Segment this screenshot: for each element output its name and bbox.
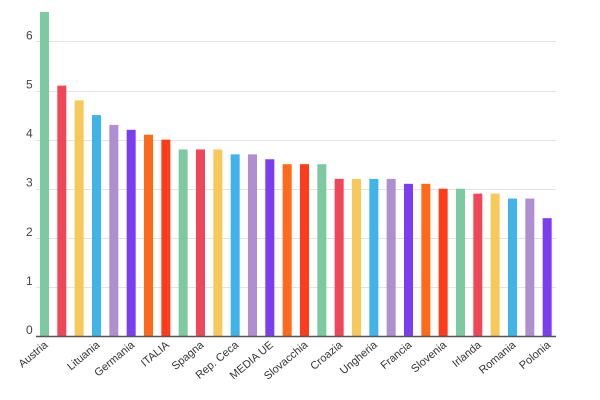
- bar-28: [525, 198, 535, 336]
- bar-5: [126, 129, 136, 336]
- y-tick-labels: 0 1 2 3 4 5 6: [26, 28, 33, 337]
- bar-8: [178, 149, 188, 336]
- bar-19: [369, 178, 379, 336]
- bar-21: [404, 183, 413, 336]
- bar-9: [196, 149, 205, 336]
- bar-4: [109, 124, 119, 336]
- bar-16: [317, 164, 327, 336]
- bar-25: [473, 193, 483, 336]
- bar-17: [334, 178, 344, 336]
- bar-10: [213, 149, 223, 336]
- bar-27: [508, 198, 517, 336]
- y-tick-label: 3: [26, 176, 33, 190]
- y-tick-label: 0: [26, 323, 33, 337]
- y-tick-label: 6: [26, 28, 33, 42]
- y-tick-label: 4: [26, 127, 33, 141]
- bar-2: [74, 100, 84, 336]
- x-tick-label: ITALIA: [139, 339, 172, 370]
- bar-22: [421, 183, 431, 336]
- bar-12: [248, 154, 257, 336]
- bar-14: [282, 164, 292, 336]
- x-tick-label: Austria: [16, 339, 51, 371]
- x-tick-label: Romania: [477, 339, 519, 377]
- y-tick-label: 1: [26, 274, 33, 288]
- bar-0: [40, 12, 49, 336]
- bar-23: [438, 188, 448, 336]
- bar-6: [144, 134, 153, 336]
- bar-11: [230, 154, 240, 336]
- y-tick-label: 5: [26, 78, 33, 92]
- bar-1: [57, 85, 67, 337]
- bar-15: [300, 164, 309, 336]
- bar-7: [161, 139, 171, 336]
- x-tick-label: Slovenia: [409, 339, 450, 376]
- gridlines: [36, 41, 556, 288]
- bar-26: [490, 193, 500, 336]
- bar-3: [92, 115, 101, 336]
- y-tick-label: 2: [26, 225, 33, 239]
- bar-24: [456, 188, 465, 336]
- bar-18: [352, 178, 361, 336]
- x-tick-label: Polonia: [517, 339, 553, 372]
- bar-13: [265, 159, 275, 336]
- bar-20: [386, 178, 396, 336]
- x-tick-label: Ungheria: [338, 339, 381, 377]
- bar-29: [542, 218, 552, 336]
- bars: [40, 12, 552, 337]
